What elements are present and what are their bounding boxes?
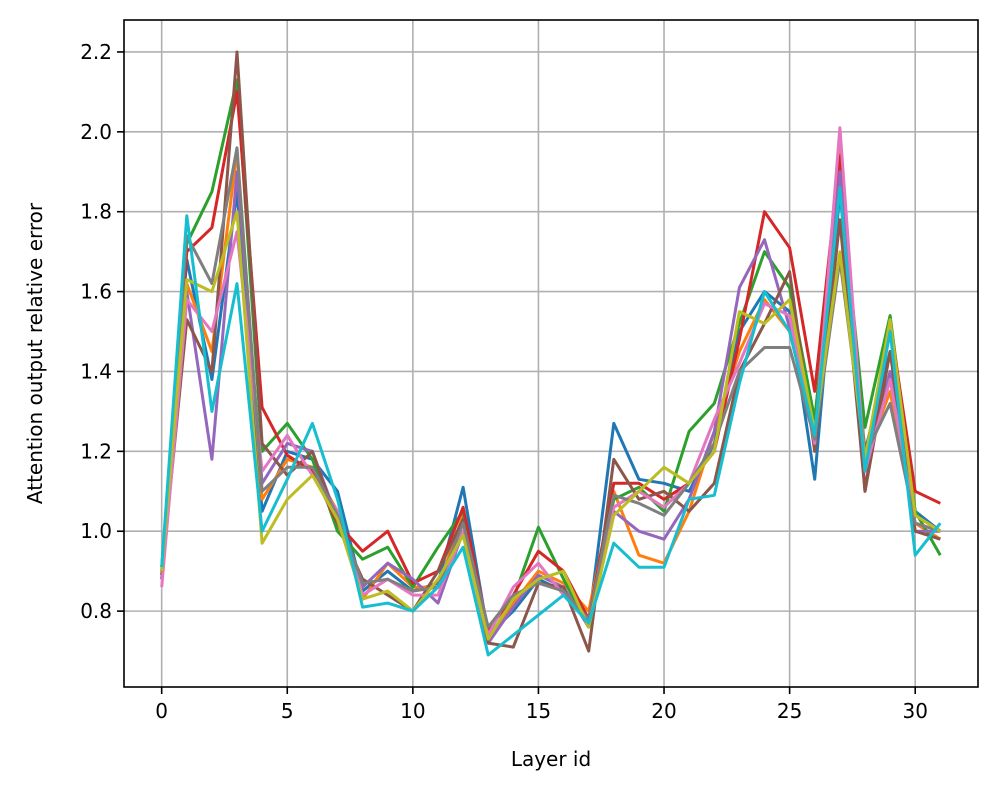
x-tick-label: 20 [651, 699, 676, 723]
x-tick-label: 10 [400, 699, 425, 723]
series-line-9 [160, 210, 942, 641]
y-tick-label: 1.2 [80, 439, 112, 463]
y-axis-ticks: 0.8 1.0 1.2 1.4 1.6 1.8 2.0 2.2 [80, 40, 124, 623]
x-axis-label: Layer id [511, 747, 591, 771]
plot-frame [123, 19, 979, 688]
y-tick-label: 2.0 [80, 120, 112, 144]
x-tick-label: 25 [777, 699, 802, 723]
x-tick-label: 30 [902, 699, 927, 723]
series-line-10 [160, 186, 942, 657]
series-line-1 [160, 190, 942, 637]
series-line-3 [160, 78, 942, 641]
y-tick-label: 1.0 [80, 519, 112, 543]
series-line-4 [160, 90, 941, 633]
y-axis-label: Attention output relative error [23, 202, 47, 504]
x-axis-ticks: 0 5 10 15 20 25 30 [155, 687, 928, 723]
series-line-5 [160, 170, 941, 645]
x-tick-label: 15 [526, 699, 551, 723]
x-tick-label: 0 [155, 699, 168, 723]
y-tick-label: 0.8 [80, 599, 112, 623]
series-lines [160, 50, 942, 657]
x-tick-label: 5 [281, 699, 294, 723]
y-tick-label: 1.4 [80, 359, 112, 383]
y-tick-label: 2.2 [80, 40, 112, 64]
y-tick-label: 1.6 [80, 280, 112, 304]
y-tick-label: 1.8 [80, 200, 112, 224]
